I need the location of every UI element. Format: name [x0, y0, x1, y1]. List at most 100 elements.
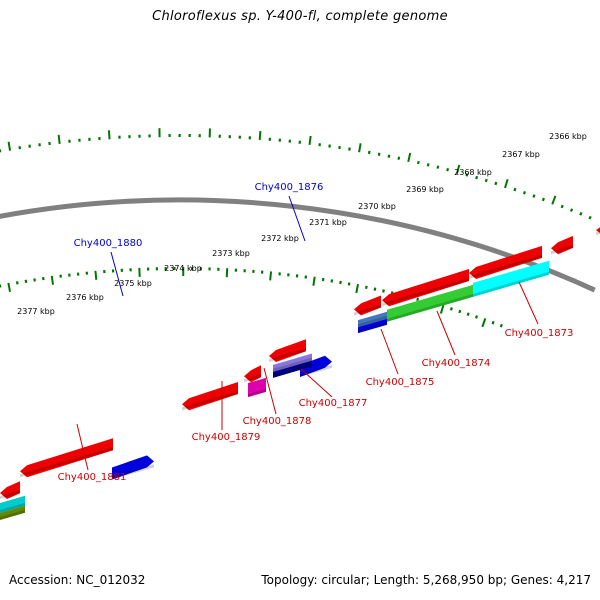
gene-feature-chy400-1877-red-shade — [269, 348, 306, 362]
major-tick — [551, 195, 557, 205]
gene-feature-chy400-1874-red — [382, 268, 469, 307]
major-tick — [504, 179, 509, 189]
minor-tick — [397, 156, 401, 160]
minor-tick — [458, 309, 462, 314]
major-tick — [455, 164, 461, 174]
gene-features — [0, 224, 600, 520]
gene-label-chy400-1881: Chy400_1881 — [58, 472, 127, 483]
gene-feature-chy400-1874-shade — [387, 293, 473, 322]
major-tick — [269, 271, 273, 281]
minor-tick — [588, 215, 592, 220]
gene-label-chy400-1876: Chy400_1876 — [255, 182, 324, 193]
gene-feature-chy400-1880 — [112, 455, 154, 480]
accession-text: Accession: NC_012032 — [9, 573, 146, 587]
minor-tick — [569, 208, 574, 212]
leader-line — [300, 368, 333, 398]
gene-feature-chy400-1875-blue — [358, 318, 387, 334]
scale-labels: 2366 kbp 2367 kbp 2368 kbp 2369 kbp 2370 kbp… — [17, 132, 587, 316]
gene-label-chy400-1877: Chy400_1877 — [299, 398, 368, 409]
minor-tick — [579, 212, 583, 216]
gene-feature-chy400-1880-shade — [112, 464, 154, 480]
gene-feature-cyan-left — [0, 495, 25, 513]
genome-backbone — [0, 197, 596, 293]
major-tick — [407, 152, 412, 163]
gene-feature-chy400-1877-navy — [273, 360, 312, 378]
gene-feature-chy400-1878-red — [244, 365, 261, 383]
scale-label: 2372 kbp — [261, 234, 299, 243]
label-leaders — [76, 195, 539, 471]
gene-label-chy400-1873: Chy400_1873 — [505, 328, 574, 339]
major-tick — [50, 275, 54, 285]
gene-feature-red-2 — [551, 235, 573, 255]
gene-feature-chy400-1877-red — [269, 339, 306, 362]
gene-feature-chy400-1881-shade — [20, 447, 113, 478]
minor-tick — [15, 281, 19, 285]
minor-tick — [513, 187, 517, 192]
major-tick — [439, 304, 445, 314]
minor-tick — [367, 150, 371, 155]
leader-line — [76, 423, 89, 471]
major-tick — [358, 143, 362, 153]
major-tick — [7, 141, 12, 151]
minor-tick — [382, 289, 385, 293]
major-tick — [308, 135, 312, 146]
minor-tick — [541, 197, 545, 202]
gene-feature-red-2-shade — [551, 244, 573, 255]
gene-labels: Chy400_1880 Chy400_1876 Chy400_1881 Chy400_… — [58, 182, 574, 483]
gene-feature-chy400-1877-navy-shade — [273, 363, 312, 378]
major-tick — [312, 276, 316, 286]
minor-tick — [494, 181, 498, 186]
major-tick — [7, 282, 12, 292]
gene-feature-chy400-1877-violet-shade — [273, 357, 312, 372]
scale-label: 2376 kbp — [66, 293, 104, 302]
major-tick — [94, 270, 98, 280]
minor-tick — [465, 173, 469, 177]
gene-feature-red — [0, 481, 20, 499]
gene-feature-chy400-1879-shade — [182, 390, 238, 411]
scale-label: 2373 kbp — [212, 249, 250, 258]
major-tick — [107, 130, 111, 140]
gene-label-chy400-1878: Chy400_1878 — [243, 416, 312, 427]
major-tick — [258, 130, 262, 141]
scale-label: 2368 kbp — [454, 168, 492, 177]
gene-feature-olive-left — [0, 505, 25, 520]
gene-feature-chy400-1878-red-shade — [244, 374, 261, 383]
gene-feature-chy400-1878-shade — [248, 388, 266, 398]
gene-feature-chy400-1874 — [387, 284, 473, 322]
minor-tick — [499, 323, 503, 328]
gene-feature-chy400-1875-red — [354, 295, 381, 316]
gene-feature-chy400-1873-shade — [473, 271, 549, 297]
gene-feature-chy400-1873-red-shade — [469, 254, 542, 279]
scale-label: 2377 kbp — [17, 307, 55, 316]
minor-tick — [426, 163, 430, 167]
scale-label: 2371 kbp — [309, 218, 347, 227]
leader-line — [518, 281, 539, 325]
scale-label: 2366 kbp — [549, 132, 587, 141]
major-tick — [57, 134, 61, 144]
topology-text: Topology: circular; Length: 5,268,950 bp… — [261, 573, 591, 587]
minor-tick — [475, 175, 479, 180]
gene-feature-olive-left-shade — [0, 509, 25, 520]
leader-line — [110, 251, 124, 297]
minor-tick — [522, 190, 526, 195]
minor-tick — [436, 165, 440, 169]
gene-feature-chy400-1875-steel — [358, 311, 387, 328]
minor-tick — [484, 178, 488, 183]
minor-tick — [474, 315, 479, 319]
minor-tick — [377, 152, 381, 156]
minor-tick — [347, 282, 351, 286]
gene-feature-chy400-1878 — [248, 377, 266, 398]
leader-line — [288, 195, 306, 242]
gene-feature-chy400-1875-steel-shade — [358, 315, 387, 328]
gene-feature-chy400-1875-red-shade — [354, 304, 381, 316]
minor-tick — [339, 280, 342, 285]
minor-tick — [491, 320, 495, 325]
gene-label-chy400-1875: Chy400_1875 — [366, 377, 435, 388]
scale-label: 2367 kbp — [502, 150, 540, 159]
gene-feature-red-3 — [596, 224, 600, 234]
minor-tick — [446, 167, 450, 172]
scale-label: 2375 kbp — [114, 279, 152, 288]
minor-tick — [560, 204, 564, 209]
gene-feature-chy400-1876 — [300, 355, 332, 377]
